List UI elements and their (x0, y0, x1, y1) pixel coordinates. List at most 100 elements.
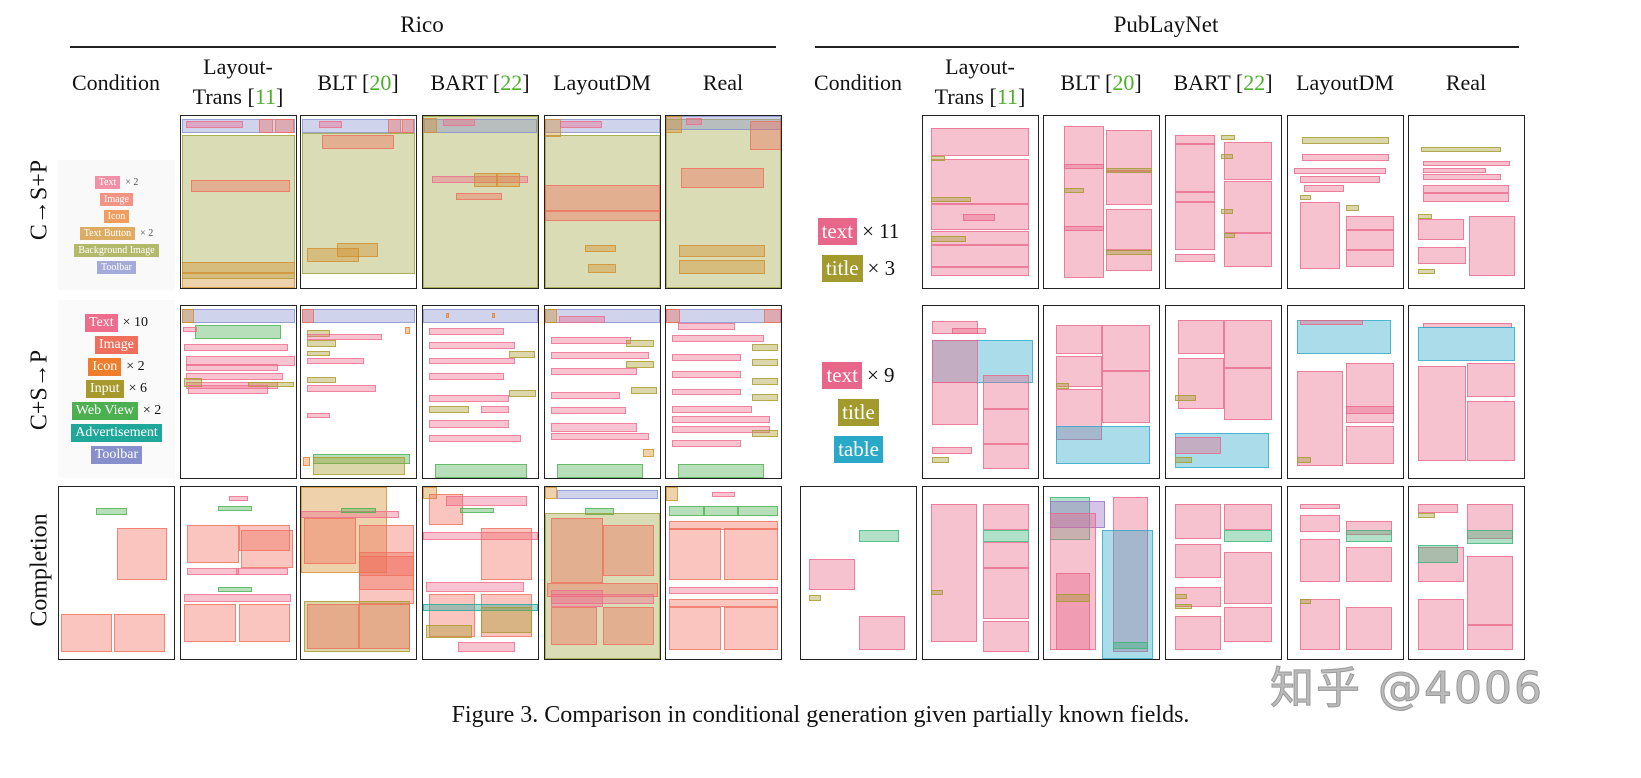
layout-box-pfigure (982, 530, 1029, 543)
citation-ref[interactable]: 20 (369, 70, 392, 95)
layout-box-ptitle (1106, 167, 1153, 173)
layout-box-image (602, 607, 655, 646)
citation-ref[interactable]: 22 (500, 70, 523, 95)
figure-caption: Figure 3. Comparison in conditional gene… (451, 702, 1190, 728)
layout-box-text (187, 385, 269, 394)
layout-box-ptext (932, 381, 979, 425)
layout-box-ptext (1055, 573, 1090, 651)
layout-box-ptext (1175, 616, 1222, 651)
citation-ref[interactable]: 11 (996, 84, 1018, 109)
layout-box-text (550, 367, 637, 375)
layout-box-textbutton (306, 248, 359, 263)
layout-box-text (428, 435, 521, 442)
layout-box-ptext (1063, 164, 1104, 170)
layout-box-input (184, 378, 202, 387)
layout-box-ptext (1049, 512, 1096, 651)
layout-box-ptitle (1297, 457, 1311, 463)
layout-box-text (550, 422, 637, 432)
layout-box-text (550, 392, 620, 399)
condition-chip-ptext: text (822, 362, 862, 389)
layout-box-ptext (1113, 497, 1148, 653)
layout-box-text (671, 416, 770, 423)
panel-rico-row2-layoutdm (544, 305, 661, 479)
condition-item: Icon × 2 (88, 358, 145, 376)
layout-box-ptext (982, 443, 1029, 470)
layout-box-pfigure (1345, 530, 1392, 543)
layout-box-ptitle (931, 590, 943, 596)
layout-box-text (671, 440, 741, 448)
column-name: BART (1173, 70, 1231, 95)
condition-count: × 10 (122, 315, 149, 330)
layout-box-ptext (1223, 607, 1272, 642)
panel-rico-row3-layoutdm (544, 486, 661, 660)
column-header-rico-3: BART [22] (430, 70, 530, 95)
condition-item: Web View × 2 (71, 402, 161, 420)
layout-box-webview (95, 507, 127, 515)
layout-box-text (185, 373, 284, 380)
condition-item: text × 11 (817, 215, 899, 248)
layout-box-ptext (1223, 319, 1272, 368)
layout-box-ptext (1345, 229, 1394, 251)
layout-box-ptext (1223, 552, 1272, 604)
layout-box-ptext (1293, 167, 1386, 175)
panel-publaynet-row2-bart (1165, 305, 1282, 479)
layout-box-input (752, 343, 778, 351)
layout-box-ptitle (932, 457, 950, 463)
citation-ref[interactable]: 11 (254, 84, 276, 109)
layout-box-ptext (1299, 176, 1380, 184)
condition-chip-bgimage: Background Image (74, 244, 159, 257)
layout-box-image (191, 179, 291, 192)
layout-box-toolbar (182, 119, 295, 134)
column-name: Layout- (203, 54, 273, 79)
column-name-cont: Trans (192, 84, 242, 109)
layout-box-bgimage (423, 116, 538, 288)
citation-ref[interactable]: 20 (1112, 70, 1135, 95)
layout-box-text (319, 121, 343, 129)
layout-box-ptable (1297, 319, 1392, 355)
column-header-rico-0: Condition (54, 68, 178, 98)
layout-box-image (456, 193, 503, 201)
condition-publaynet-cs-to-p: text × 9 title table (800, 350, 917, 475)
panel-rico-row3-bart (422, 486, 539, 660)
layout-box-text (428, 373, 504, 380)
layout-box-ptext (982, 567, 1029, 620)
condition-item: Text × 2 (94, 176, 138, 189)
layout-box-image (545, 184, 660, 211)
condition-chip-image: Image (100, 193, 133, 206)
layout-box-ptext (1345, 362, 1394, 415)
layout-box-image (358, 552, 414, 604)
layout-box-ptext (1177, 357, 1224, 410)
layout-box-pfigure (858, 530, 899, 543)
layout-box-image (184, 603, 237, 642)
layout-box-image (669, 521, 778, 530)
watermark: 知乎 @4006 (1270, 663, 1544, 715)
layout-box-image (669, 528, 722, 580)
layout-box-text (559, 121, 603, 129)
layout-box-input (426, 624, 473, 639)
column-name: Condition (813, 70, 902, 95)
layout-box-text (184, 343, 288, 351)
layout-box-ptext (1345, 426, 1394, 465)
panel-publaynet-row1-layouttrans (922, 115, 1039, 289)
layout-box-ptext (1345, 215, 1394, 230)
layout-box-image (402, 119, 414, 134)
layout-box-ptext (1468, 215, 1515, 276)
layout-box-ptext (931, 245, 1029, 268)
layout-box-webview (434, 464, 527, 478)
layout-box-textbutton (545, 487, 557, 500)
panel-rico-row3-blt (300, 486, 417, 660)
panel-publaynet-row3-layoutdm (1287, 486, 1404, 660)
layout-box-text (428, 395, 510, 403)
layout-box-ptext (1175, 143, 1216, 192)
layout-box-ptitle (1221, 153, 1233, 159)
citation-ref[interactable]: 22 (1243, 70, 1266, 95)
dataset-title-rico: Rico (400, 12, 444, 37)
layout-box-ptitle (1055, 593, 1090, 603)
layout-box-ptext (1299, 504, 1340, 510)
layout-box-text (550, 590, 603, 608)
layout-box-ptext (1422, 174, 1501, 180)
layout-box-bgimage (182, 134, 295, 280)
layout-box-ptitle (1221, 208, 1233, 215)
layout-box-ptext (982, 504, 1029, 530)
layout-box-text (306, 333, 382, 341)
